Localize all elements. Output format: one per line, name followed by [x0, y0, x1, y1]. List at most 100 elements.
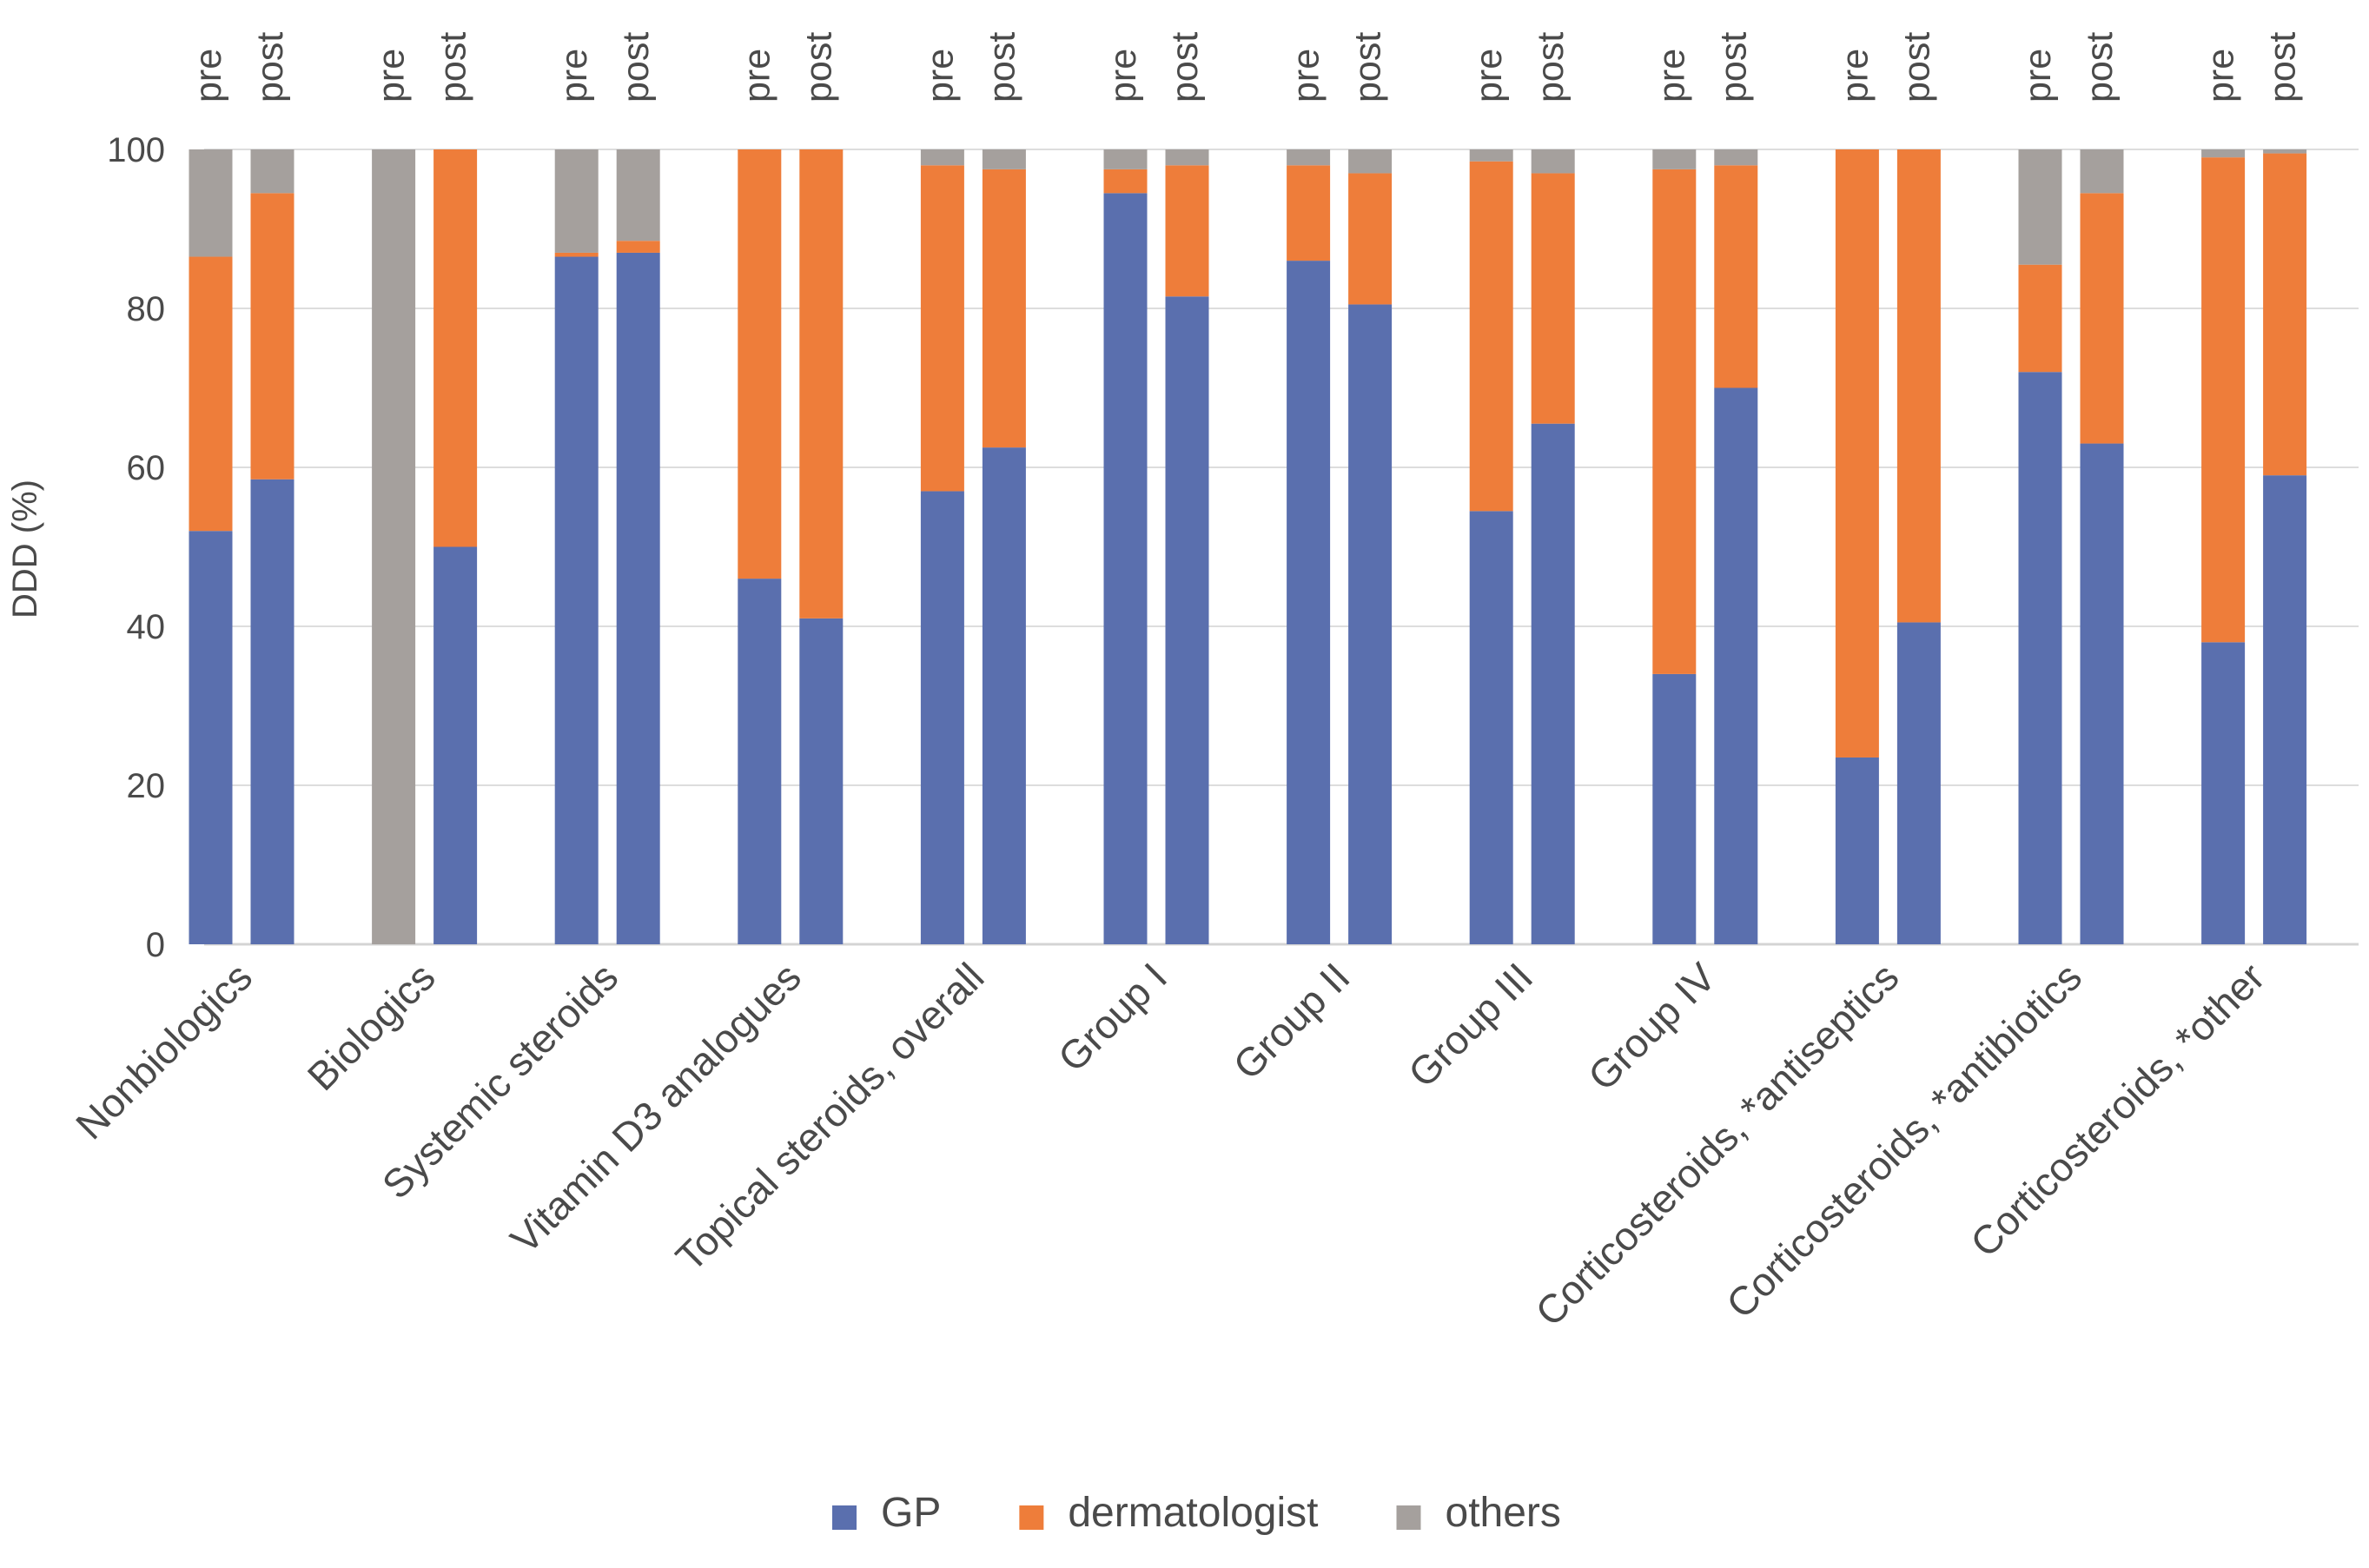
bar-gp-post [616, 252, 660, 944]
bar-others-pre [2018, 149, 2062, 265]
bar-gp-pre [2201, 642, 2246, 944]
legend-swatch-gp [832, 1505, 857, 1530]
bar-dermatologist-pre [1835, 149, 1879, 758]
phase-label-layer: pre post pre post pre post pre post pre post pre po… [188, 32, 2304, 103]
bar-others-pre [554, 149, 599, 253]
bar-others-pre [1103, 149, 1148, 169]
bar-dermatologist-post [799, 149, 844, 619]
y-tick-label: 100 [107, 131, 165, 169]
phase-label-pre: pre [1834, 49, 1876, 103]
phase-label-post: post [2261, 32, 2303, 103]
category-label: Topical steroids, overall [667, 954, 993, 1280]
phase-label-pre: pre [1285, 49, 1327, 103]
phase-label-post: post [1896, 32, 1937, 103]
bar-others-post [982, 149, 1026, 169]
bar-gp-post [1531, 423, 1575, 944]
bar-dermatologist-pre [2201, 157, 2246, 643]
y-tick-label: 40 [127, 608, 166, 646]
phase-label-post: post [1530, 32, 1572, 103]
bar-gp-post [1165, 296, 1209, 944]
bar-gp-post [1348, 304, 1393, 944]
bar-dermatologist-post [1896, 149, 1941, 623]
phase-label-post: post [615, 32, 657, 103]
bars-layer [189, 149, 2307, 945]
y-axis-title: DDD (%) [6, 480, 44, 619]
bar-others-pre [2201, 149, 2246, 158]
category-label: Corticosteroids, *other [1962, 954, 2273, 1266]
phase-label-pre: pre [1102, 49, 1144, 103]
phase-label-post: post [1347, 32, 1388, 103]
phase-label-pre: pre [1468, 49, 1510, 103]
phase-label-post: post [249, 32, 291, 103]
legend-label-dermatologist: dermatologist [1068, 1490, 1318, 1536]
bar-others-post [1348, 149, 1393, 174]
bar-dermatologist-pre [920, 165, 964, 492]
bar-gp-pre [1469, 511, 1513, 944]
bar-gp-post [1896, 622, 1941, 944]
bar-gp-post [982, 447, 1026, 944]
bar-gp-pre [738, 579, 782, 944]
phase-label-post: post [2079, 32, 2121, 103]
legend-label-others: others [1446, 1490, 1561, 1536]
bar-gp-pre [2018, 372, 2062, 944]
legend-layer: GP dermatologist others [832, 1490, 1561, 1536]
bar-others-post [1714, 149, 1758, 166]
bar-dermatologist-pre [1652, 169, 1697, 674]
bar-dermatologist-post [982, 169, 1026, 448]
bar-dermatologist-pre [189, 256, 233, 532]
phase-label-post: post [798, 32, 840, 103]
bar-dermatologist-pre [738, 149, 782, 579]
phase-label-post: post [432, 32, 473, 103]
y-tick-label: 20 [127, 767, 166, 805]
bar-dermatologist-post [1348, 173, 1393, 305]
bar-others-pre [1652, 149, 1697, 169]
y-tick-label: 60 [127, 449, 166, 487]
bar-gp-pre [554, 256, 599, 944]
bar-gp-post [2080, 443, 2124, 944]
bar-dermatologist-pre [554, 252, 599, 257]
bar-dermatologist-post [2080, 193, 2124, 444]
bar-dermatologist-post [433, 149, 478, 547]
bar-others-pre [920, 149, 964, 166]
category-label: Group III [1400, 954, 1541, 1095]
category-label: Group II [1224, 954, 1358, 1088]
bar-dermatologist-post [1165, 165, 1209, 297]
phase-label-pre: pre [370, 49, 412, 103]
phase-label-pre: pre [919, 49, 961, 103]
bar-dermatologist-pre [1103, 169, 1148, 194]
bar-dermatologist-post [1531, 173, 1575, 424]
bar-gp-post [2263, 475, 2307, 944]
bar-others-post [1165, 149, 1209, 166]
bar-gp-pre [1103, 193, 1148, 944]
bar-dermatologist-pre [1287, 165, 1331, 261]
bar-gp-pre [1287, 261, 1331, 945]
category-label: Corticosteroids, *antibiotics [1717, 954, 2090, 1327]
y-tick-label: 80 [127, 290, 166, 328]
category-label: Corticosteroids, *antiseptics [1526, 954, 1907, 1334]
bar-gp-pre [1652, 673, 1697, 944]
bar-dermatologist-pre [2018, 264, 2062, 373]
category-label: Group I [1049, 954, 1175, 1080]
y-tick-label: 0 [146, 926, 165, 964]
bar-gp-post [250, 479, 294, 944]
category-label: Group IV [1579, 954, 1724, 1099]
phase-label-pre: pre [188, 49, 229, 103]
phase-label-post: post [981, 32, 1022, 103]
bar-others-pre [372, 149, 416, 944]
legend-label-gp: GP [881, 1490, 941, 1536]
phase-label-pre: pre [2017, 49, 2059, 103]
phase-label-post: post [1713, 32, 1755, 103]
phase-label-pre: pre [553, 49, 595, 103]
bar-others-pre [1469, 149, 1513, 162]
phase-label-pre: pre [1651, 49, 1693, 103]
bar-others-post [616, 149, 660, 241]
bar-others-pre [189, 149, 233, 257]
phase-label-post: post [1164, 32, 1206, 103]
category-label: Biologics [299, 954, 444, 1099]
bar-dermatologist-post [2263, 153, 2307, 476]
legend-swatch-dermatologist [1019, 1505, 1044, 1530]
bar-gp-pre [189, 531, 233, 944]
